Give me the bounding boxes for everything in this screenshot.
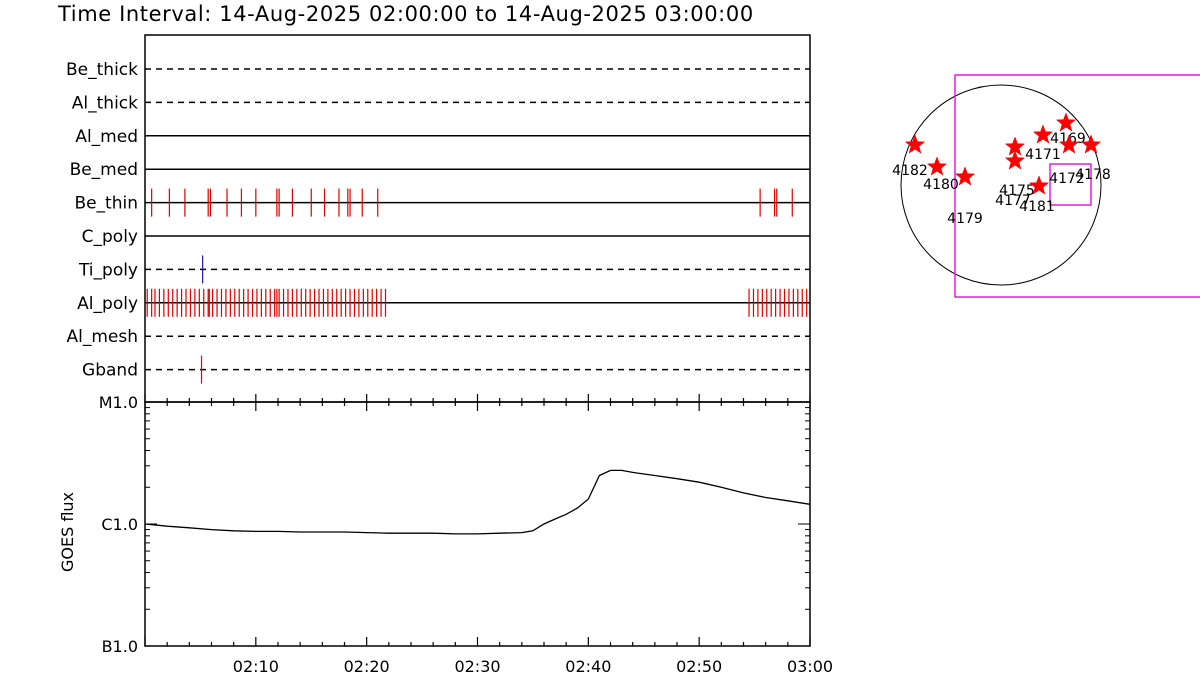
goes-x-tick-label: 02:30 xyxy=(454,657,500,676)
goes-y-axis-label: GOES flux xyxy=(58,492,77,572)
active-region-label: 4172 xyxy=(1049,171,1085,187)
active-region-label: 4171 xyxy=(1025,147,1061,163)
goes-x-tick-label: 02:20 xyxy=(344,657,390,676)
filter-raster-panel: Be_thick Al_thick Al_med Be_med Be_thin C_pol… xyxy=(66,34,811,403)
active-region-label: 4177 xyxy=(995,193,1031,209)
goes-flux-panel: B1.0 C1.0 M1.0 GOES flux 02:10 02:20 02:30 02:4… xyxy=(58,393,833,676)
filter-label-al_thick: Al_thick xyxy=(72,93,138,113)
goes-y-tick-label: M1.0 xyxy=(99,393,138,412)
active-region-label: 4182 xyxy=(892,163,928,179)
filter-label-al_mesh: Al_mesh xyxy=(66,327,138,347)
active-region-star xyxy=(1004,150,1026,170)
goes-x-tick-label: 02:10 xyxy=(233,657,279,676)
solar-disk-map: 4182418041794175417741714169417241784181 xyxy=(892,74,1200,298)
goes-x-tick-label: 03:00 xyxy=(787,657,833,676)
filter-label-be_thin: Be_thin xyxy=(74,194,138,214)
raster-frame xyxy=(144,34,811,403)
active-region-label: 4179 xyxy=(947,211,983,227)
active-region-star xyxy=(1080,134,1102,154)
active-region-star xyxy=(926,156,948,176)
active-region-label: 4181 xyxy=(1019,199,1055,215)
filter-label-al_poly: Al_poly xyxy=(77,294,138,314)
solar-limb xyxy=(900,84,1102,286)
goes-frame xyxy=(144,401,811,647)
filter-label-al_med: Al_med xyxy=(75,127,138,147)
active-region-label: 4180 xyxy=(923,177,959,193)
goes-flux-line xyxy=(144,469,811,535)
active-region-label: 4175 xyxy=(999,183,1035,199)
active-region-label: 4178 xyxy=(1075,167,1111,183)
target-fov-box xyxy=(1049,163,1092,206)
goes-y-tick-label: B1.0 xyxy=(102,637,138,656)
active-region-star xyxy=(1028,175,1050,195)
active-region-star xyxy=(1055,112,1077,132)
filter-label-ti_poly: Ti_poly xyxy=(78,260,138,280)
active-region-star xyxy=(954,166,976,186)
filter-label-be_thick: Be_thick xyxy=(66,60,138,80)
active-region-star xyxy=(1032,124,1054,144)
filter-label-be_med: Be_med xyxy=(70,160,138,180)
goes-y-tick-label: C1.0 xyxy=(101,515,138,534)
active-region-star xyxy=(1058,134,1080,154)
instrument-fov-box xyxy=(954,74,1200,298)
goes-x-tick-label: 02:40 xyxy=(565,657,611,676)
active-region-star xyxy=(904,134,926,154)
page-title: Time Interval: 14-Aug-2025 02:00:00 to 1… xyxy=(58,2,754,26)
filter-label-gband: Gband xyxy=(82,361,138,381)
goes-x-tick-label: 02:50 xyxy=(676,657,722,676)
filter-label-c_poly: C_poly xyxy=(82,227,138,247)
